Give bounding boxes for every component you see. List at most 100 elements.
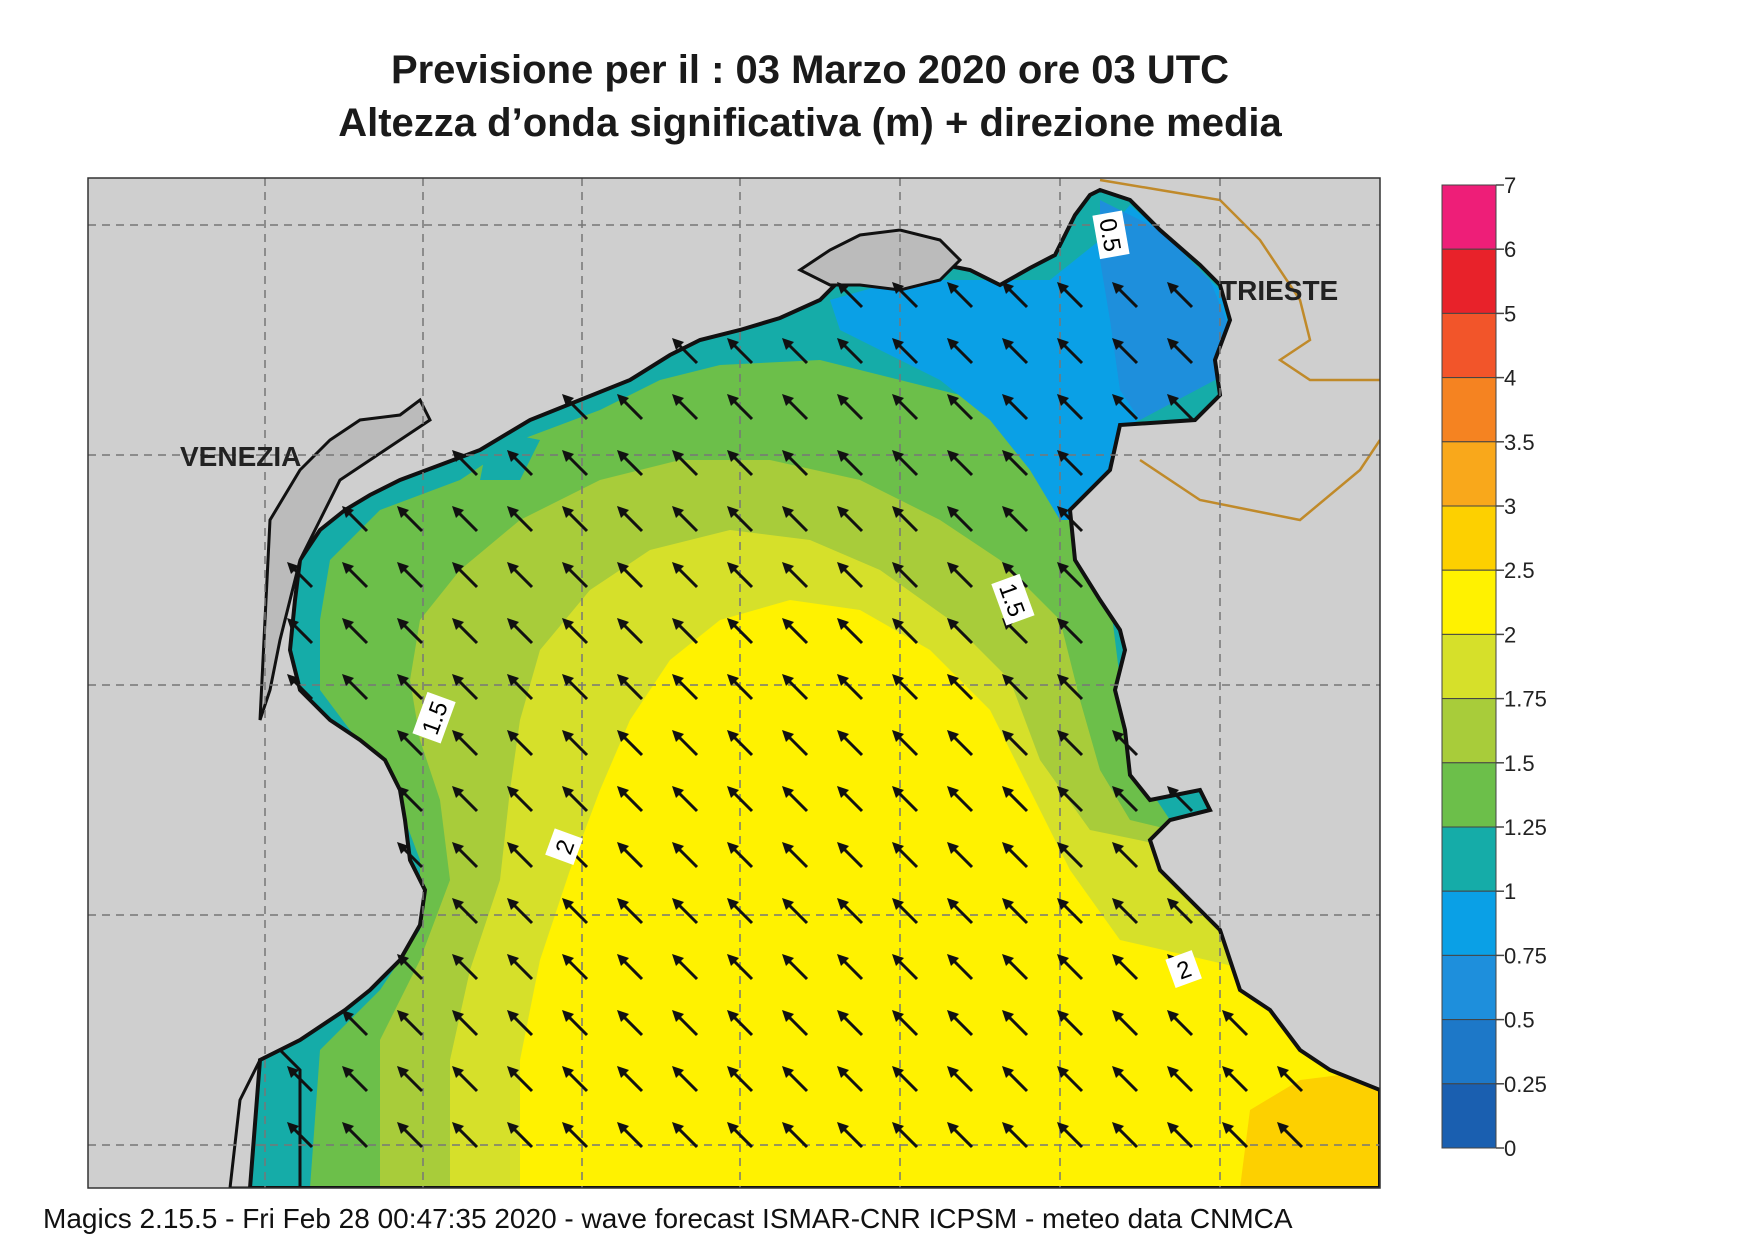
direction-arrow [782, 842, 809, 869]
direction-arrow [782, 898, 809, 925]
direction-arrow [892, 1066, 919, 1093]
direction-arrow [892, 562, 919, 589]
direction-arrow [617, 954, 644, 981]
direction-arrow [1112, 730, 1139, 757]
direction-arrow [727, 954, 754, 981]
band-2-2.5 [520, 600, 1380, 1188]
legend-label: 1 [1504, 879, 1516, 904]
direction-arrow [1112, 842, 1139, 869]
direction-arrow [672, 506, 699, 533]
direction-arrow [1057, 1122, 1084, 1149]
direction-arrow [507, 1122, 534, 1149]
city-label-venezia: VENEZIA [180, 441, 301, 472]
direction-arrow [1277, 1066, 1304, 1093]
direction-arrow [507, 450, 534, 477]
direction-arrow [947, 842, 974, 869]
direction-arrow [562, 1066, 589, 1093]
direction-arrow [1167, 338, 1194, 365]
direction-arrow [507, 1010, 534, 1037]
direction-arrow [1222, 1010, 1249, 1037]
direction-arrow [287, 562, 314, 589]
direction-arrow [1167, 786, 1194, 813]
direction-arrow [892, 1010, 919, 1037]
direction-arrow [727, 562, 754, 589]
direction-arrow [507, 674, 534, 701]
legend-label: 0.25 [1504, 1072, 1547, 1097]
grado-lagoon [797, 228, 963, 292]
direction-arrow [452, 842, 479, 869]
legend-label: 3 [1504, 494, 1516, 519]
legend-swatch [1441, 377, 1497, 443]
direction-arrow [782, 1010, 809, 1037]
direction-arrow [1002, 786, 1029, 813]
direction-arrow [727, 1066, 754, 1093]
direction-arrow [727, 450, 754, 477]
legend-label: 4 [1504, 366, 1516, 391]
contour-label: 2 [545, 828, 583, 865]
direction-arrow [452, 954, 479, 981]
border-line [1139, 439, 1380, 522]
direction-arrow [947, 338, 974, 365]
direction-arrow [507, 730, 534, 757]
direction-arrow [1112, 954, 1139, 981]
legend-label: 3.5 [1504, 430, 1535, 455]
direction-arrow [1002, 730, 1029, 757]
direction-arrow [397, 1010, 424, 1037]
direction-arrow [672, 1066, 699, 1093]
direction-arrow [1167, 1122, 1194, 1149]
direction-arrow [397, 954, 424, 981]
direction-arrow [892, 730, 919, 757]
direction-arrow [562, 674, 589, 701]
direction-arrow [562, 562, 589, 589]
direction-arrow [947, 506, 974, 533]
direction-arrow [947, 786, 974, 813]
direction-arrow [1112, 338, 1139, 365]
direction-arrow [837, 1010, 864, 1037]
direction-arrow [672, 338, 699, 365]
contour-label: 0.5 [1092, 210, 1130, 260]
legend-label: 1.25 [1504, 815, 1547, 840]
direction-arrow [1002, 450, 1029, 477]
legend-swatch [1441, 569, 1497, 635]
direction-arrow [1057, 1066, 1084, 1093]
legend-swatch [1441, 1019, 1497, 1085]
direction-arrow [1112, 898, 1139, 925]
legend-swatch [1441, 633, 1497, 700]
direction-arrow [672, 898, 699, 925]
direction-arrow [562, 394, 589, 421]
direction-arrow [1112, 1010, 1139, 1037]
direction-arrow [1167, 1066, 1194, 1093]
direction-arrow [452, 1066, 479, 1093]
direction-arrow [947, 282, 974, 309]
direction-arrow [397, 506, 424, 533]
direction-arrow [562, 1122, 589, 1149]
direction-arrow [617, 450, 644, 477]
direction-arrow [837, 898, 864, 925]
direction-arrow [507, 786, 534, 813]
direction-arrow [782, 338, 809, 365]
venice-lagoon [258, 397, 432, 721]
direction-arrow [1167, 898, 1194, 925]
direction-arrow [1002, 1010, 1029, 1037]
direction-arrow [617, 394, 644, 421]
direction-arrow [1112, 394, 1139, 421]
legend-swatch [1441, 248, 1497, 314]
direction-arrow [1002, 674, 1029, 701]
direction-arrow [672, 1010, 699, 1037]
direction-arrow [892, 338, 919, 365]
direction-arrow [892, 842, 919, 869]
direction-arrow [782, 786, 809, 813]
map-subtitle: Altezza d’onda significativa (m) + direz… [338, 101, 1282, 145]
direction-arrow [562, 618, 589, 645]
direction-arrow [617, 562, 644, 589]
direction-arrow [617, 730, 644, 757]
direction-arrow [947, 450, 974, 477]
direction-arrow [947, 1010, 974, 1037]
direction-arrow [397, 562, 424, 589]
direction-arrow [892, 282, 919, 309]
direction-arrow [342, 506, 369, 533]
direction-arrow [947, 562, 974, 589]
direction-arrow [672, 1122, 699, 1149]
contour-label: 1.5 [412, 691, 456, 744]
direction-arrow [397, 786, 424, 813]
